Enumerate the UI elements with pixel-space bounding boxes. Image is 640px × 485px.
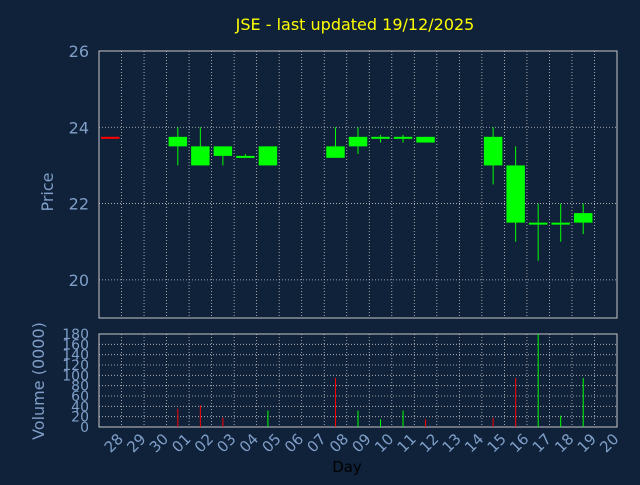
price-axis-label: Price xyxy=(38,172,57,211)
price-tick-label: 24 xyxy=(69,118,89,137)
candle-body xyxy=(326,146,345,158)
volume-tick-label: 140 xyxy=(62,348,89,364)
candle-body xyxy=(168,136,188,147)
volume-tick-label: 20 xyxy=(71,410,89,426)
candle-body xyxy=(236,155,255,158)
candle-body xyxy=(213,146,233,156)
candle-body xyxy=(416,136,435,143)
price-tick-label: 26 xyxy=(69,42,89,61)
volume-tick-label: 160 xyxy=(62,337,89,353)
price-plot-frame xyxy=(98,50,618,319)
candle-body xyxy=(483,136,503,166)
candle-body xyxy=(258,146,278,166)
price-tick-label: 22 xyxy=(69,195,89,214)
x-axis-label: Day xyxy=(332,458,362,476)
volume-tick-label: 80 xyxy=(71,379,89,395)
volume-tick-label: 0 xyxy=(80,420,89,436)
candle-body xyxy=(573,213,593,223)
price-tick-label: 20 xyxy=(69,271,89,290)
candle-body xyxy=(371,136,390,139)
chart-title: JSE - last updated 19/12/2025 xyxy=(235,15,475,34)
candle-body xyxy=(393,136,413,139)
x-tick-label: 20 xyxy=(596,430,622,456)
candle-body xyxy=(348,136,368,147)
volume-axis-label: Volume (0000) xyxy=(29,322,48,440)
volume-tick-label: 40 xyxy=(71,399,89,415)
volume-tick-label: 100 xyxy=(62,368,89,384)
volume-tick-label: 180 xyxy=(62,327,89,343)
candle-body xyxy=(191,146,210,166)
candle-body xyxy=(506,165,525,223)
volume-tick-label: 120 xyxy=(62,358,89,374)
candle-body xyxy=(551,222,570,225)
volume-tick-label: 60 xyxy=(71,389,89,405)
candle-body xyxy=(528,222,548,225)
candle-body xyxy=(101,136,120,139)
